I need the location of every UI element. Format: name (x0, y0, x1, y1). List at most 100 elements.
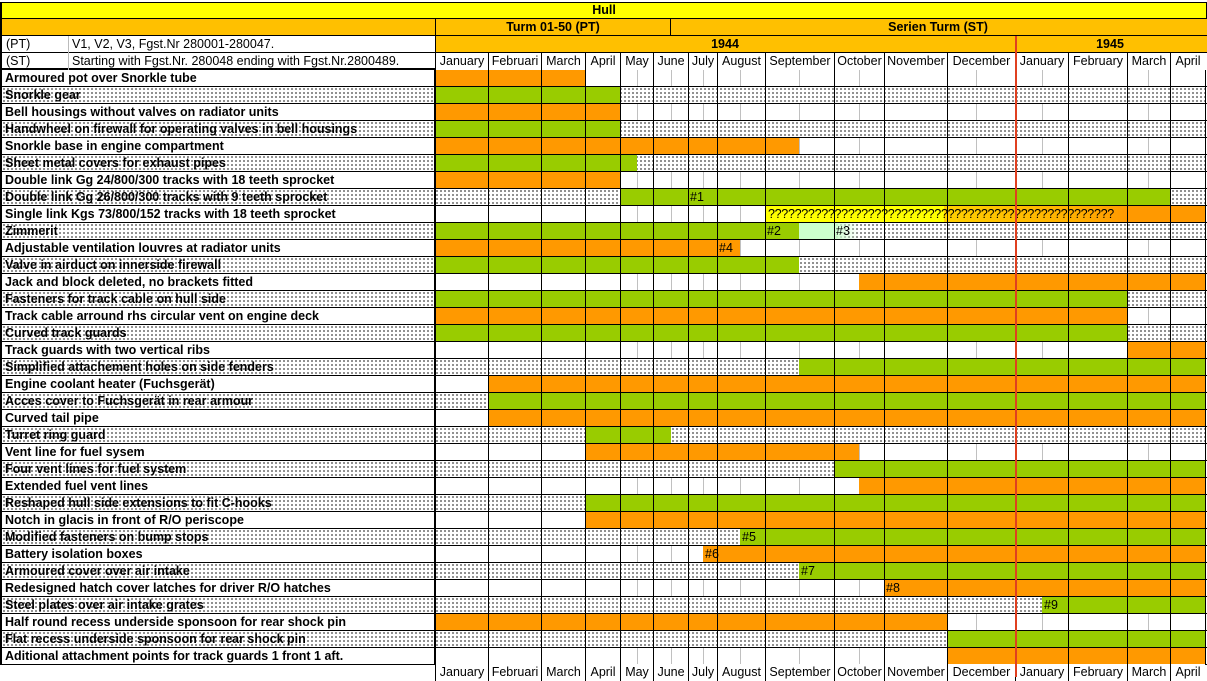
timeline-bar (834, 461, 1205, 477)
table-row: Fasteners for track cable on hull side (0, 291, 1207, 308)
row-label: Redesigned hatch cover latches for drive… (5, 581, 331, 595)
footnote-marker: #4 (719, 241, 733, 255)
row-label: Half round recess underside sponsoon for… (5, 615, 347, 629)
table-row: Vent line for fuel sysem (0, 444, 1207, 461)
table-row: Single link Kgs 73/800/152 tracks with 1… (0, 206, 1207, 223)
row-label-cell: Acces cover to Fuchsgerät in rear armour (0, 393, 435, 409)
row-label-cell: Engine coolant heater (Fuchsgerät) (0, 376, 435, 392)
row-label-cell: Armoured cover over air intake (0, 563, 435, 579)
month-header: August (717, 664, 765, 681)
row-label: Four vent lines for fuel system (5, 462, 187, 476)
group-header: Serien Turm (ST) (670, 19, 1205, 36)
month-header: February (1068, 53, 1127, 70)
timeline-bar (799, 223, 834, 239)
month-header: September (765, 664, 834, 681)
table-row: Double link Gg 26/800/300 tracks with 9 … (0, 189, 1207, 206)
timeline-bar (488, 376, 1205, 392)
row-label: Reshaped hull side extensions to fit C-h… (5, 496, 272, 510)
cutoff-line (1015, 36, 1017, 677)
row-label: Track guards with two vertical ribs (5, 343, 210, 357)
month-header: May (620, 664, 653, 681)
month-header: April (1170, 53, 1205, 70)
year-header: 1944 (711, 37, 739, 51)
month-header: October (834, 53, 884, 70)
row-label: Aditional attachment points for track gu… (5, 649, 344, 663)
table-row: Modified fasteners on bump stops #5 (0, 529, 1207, 546)
row-timeline (435, 427, 1205, 443)
table-row: Armoured pot over Snorkle tube (0, 70, 1207, 87)
table-row: Steel plates over air intake grates #9 (0, 597, 1207, 614)
footnote-marker: #8 (886, 581, 900, 595)
row-label-cell: Simplified attachement holes on side fen… (0, 359, 435, 375)
row-label: Notch in glacis in front of R/O periscop… (5, 513, 244, 527)
timeline-bar (1042, 597, 1205, 613)
row-label-cell: Curved tail pipe (0, 410, 435, 426)
row-label-cell: Bell housings without valves on radiator… (0, 104, 435, 120)
timeline-bar (488, 410, 1205, 426)
row-label: Zimmerit (5, 224, 58, 238)
row-label: Acces cover to Fuchsgerät in rear armour (5, 394, 254, 408)
table-row: Aditional attachment points for track gu… (0, 648, 1207, 665)
note-code: (ST) (6, 54, 31, 68)
timeline-bar (620, 189, 1170, 205)
month-header: May (620, 53, 653, 70)
table-row: Redesigned hatch cover latches for drive… (0, 580, 1207, 597)
timeline-bar (947, 631, 1205, 647)
row-label-cell: Valve in airduct on innerside firewall (0, 257, 435, 273)
row-label: Fasteners for track cable on hull side (5, 292, 226, 306)
row-label-cell: Single link Kgs 73/800/152 tracks with 1… (0, 206, 435, 222)
row-timeline (435, 121, 1205, 137)
note-text: V1, V2, V3, Fgst.Nr 280001-280047. (72, 37, 275, 51)
timeline-bar (884, 580, 1205, 596)
note-row-pt: (PT) V1, V2, V3, Fgst.Nr 280001-280047. (0, 36, 435, 53)
row-label: Double link Gg 26/800/300 tracks with 9 … (5, 190, 328, 204)
table-row: Snorkle gear (0, 87, 1207, 104)
month-header: December (947, 664, 1015, 681)
row-label: Adjustable ventilation louvres at radiat… (5, 241, 281, 255)
table-row: Notch in glacis in front of R/O periscop… (0, 512, 1207, 529)
row-label: Engine coolant heater (Fuchsgerät) (5, 377, 215, 391)
note-text: Starting with Fgst.Nr. 280048 ending wit… (72, 54, 400, 68)
table-row: Curved tail pipe (0, 410, 1207, 427)
timeline-bar (435, 138, 799, 154)
table-row: Battery isolation boxes #6 (0, 546, 1207, 563)
timeline-bar (944, 206, 1127, 222)
row-label-cell: Steel plates over air intake grates (0, 597, 435, 613)
row-label-cell: Fasteners for track cable on hull side (0, 291, 435, 307)
timeline-bar (435, 104, 620, 120)
row-label-cell: Snorkle gear (0, 87, 435, 103)
table-row: Half round recess underside sponsoon for… (0, 614, 1207, 631)
row-label: Handwheel on firewall for operating valv… (5, 122, 358, 136)
row-label-cell: Redesigned hatch cover latches for drive… (0, 580, 435, 596)
table-row: Flat recess underside sponsoon for rear … (0, 631, 1207, 648)
row-label-cell: Vent line for fuel sysem (0, 444, 435, 460)
table-row: Reshaped hull side extensions to fit C-h… (0, 495, 1207, 512)
timeline-bar (585, 427, 671, 443)
row-label-cell: Double link Gg 26/800/300 tracks with 9 … (0, 189, 435, 205)
row-label-cell: Sheet metal covers for exhaust pipes (0, 155, 435, 171)
row-label-cell: Zimmerit (0, 223, 435, 239)
row-label: Turret ring guard (5, 428, 106, 442)
table-row: Curved track guards (0, 325, 1207, 342)
month-header: August (717, 53, 765, 70)
row-label: Flat recess underside sponsoon for rear … (5, 632, 306, 646)
month-header: April (585, 664, 620, 681)
row-label-cell: Adjustable ventilation louvres at radiat… (0, 240, 435, 256)
row-label-cell: Jack and block deleted, no brackets fitt… (0, 274, 435, 290)
footnote-marker: #2 (767, 224, 781, 238)
month-header: June (653, 53, 688, 70)
year-header-row (435, 36, 1207, 53)
row-label: Modified fasteners on bump stops (5, 530, 209, 544)
month-header: January (1015, 53, 1068, 70)
table-row: Acces cover to Fuchsgerät in rear armour (0, 393, 1207, 410)
table-row: Four vent lines for fuel system (0, 461, 1207, 478)
table-row: Jack and block deleted, no brackets fitt… (0, 274, 1207, 291)
timeline-bar (834, 223, 859, 239)
group-header-row (0, 19, 1207, 36)
row-label-cell: Handwheel on firewall for operating valv… (0, 121, 435, 137)
row-label: Vent line for fuel sysem (5, 445, 145, 459)
row-label: Single link Kgs 73/800/152 tracks with 1… (5, 207, 336, 221)
footnote-marker: #7 (801, 564, 815, 578)
month-header: April (585, 53, 620, 70)
footnote-marker: #3 (836, 224, 850, 238)
